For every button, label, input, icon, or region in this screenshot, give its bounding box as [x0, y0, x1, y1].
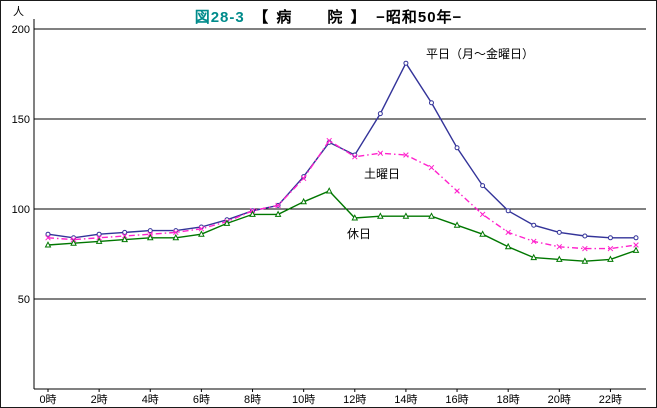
- series-marker-2: [121, 235, 129, 243]
- x-tick-label: 18時: [497, 393, 520, 406]
- series-marker-2: [70, 239, 77, 246]
- series-marker-1: [454, 188, 460, 194]
- series-line-0: [47, 61, 636, 239]
- series-marker-2: [555, 255, 563, 262]
- x-tick-label: 14時: [394, 393, 417, 406]
- series-marker-1: [275, 202, 281, 209]
- series-marker-1: [505, 229, 511, 236]
- chart-title: 図28-3 【 病 院 】 −昭和50年−: [1, 6, 656, 27]
- series-marker-2: [453, 221, 461, 228]
- series-marker-1: [403, 152, 409, 158]
- series-marker-2: [325, 187, 333, 194]
- series-marker-2: [249, 210, 256, 217]
- series-marker-1: [582, 245, 588, 252]
- series-marker-0: [531, 222, 537, 228]
- series-marker-1: [300, 175, 307, 182]
- series-marker-1: [479, 211, 486, 218]
- x-tick-label: 16時: [445, 393, 468, 406]
- series-label-saturday: 土曜日: [364, 167, 401, 181]
- series-marker-2: [146, 233, 154, 241]
- y-tick-label: 100: [12, 204, 30, 216]
- x-tick-label: 6時: [193, 393, 210, 406]
- chart-title-number: 図28-3: [194, 9, 245, 26]
- series-marker-0: [45, 231, 51, 237]
- series-marker-0: [633, 235, 639, 241]
- y-tick-label: 150: [12, 114, 30, 126]
- x-tick-label: 10時: [292, 393, 315, 406]
- series-line-2: [47, 190, 637, 262]
- series-marker-0: [403, 60, 409, 66]
- series-marker-1: [352, 154, 358, 160]
- x-tick-label: 2時: [91, 393, 108, 406]
- series-marker-2: [607, 255, 614, 262]
- series-marker-2: [428, 212, 435, 219]
- series-label-weekday: 平日（月～金曜日）: [426, 47, 535, 61]
- series-marker-2: [223, 219, 231, 226]
- series-marker-2: [632, 246, 640, 253]
- series-marker-0: [147, 228, 153, 234]
- x-tick-label: 8時: [244, 393, 261, 406]
- series-marker-0: [96, 231, 102, 237]
- series-marker-0: [480, 183, 486, 189]
- series-marker-0: [454, 145, 460, 151]
- chart-title-era: −昭和50年−: [376, 9, 463, 26]
- series-marker-1: [198, 226, 205, 232]
- series-marker-1: [633, 242, 639, 248]
- series-marker-2: [402, 212, 410, 219]
- series-marker-2: [198, 230, 205, 237]
- x-tick-label: 12時: [343, 393, 366, 406]
- series-marker-2: [95, 237, 103, 244]
- series-marker-1: [428, 164, 435, 171]
- series-marker-2: [172, 233, 180, 241]
- series-marker-0: [428, 100, 434, 106]
- series-marker-2: [479, 230, 486, 237]
- series-marker-2: [504, 242, 512, 250]
- chart-title-main: 【 病 院 】: [260, 9, 361, 26]
- series-marker-0: [582, 233, 588, 239]
- series-marker-1: [45, 235, 51, 241]
- series-line-1: [47, 139, 637, 250]
- series-marker-0: [556, 229, 562, 235]
- series-marker-1: [607, 245, 614, 252]
- series-marker-2: [300, 197, 307, 205]
- series-marker-2: [530, 253, 538, 261]
- series-marker-0: [377, 111, 383, 117]
- x-tick-label: 4時: [142, 393, 159, 406]
- y-tick-label: 50: [18, 294, 30, 306]
- series-marker-2: [351, 214, 359, 221]
- series-marker-1: [377, 150, 384, 156]
- series-label-holiday: 休日: [347, 227, 372, 241]
- series-marker-0: [122, 229, 128, 235]
- x-tick-label: 22時: [599, 393, 622, 406]
- series-marker-2: [44, 241, 52, 248]
- x-tick-label: 0時: [39, 393, 56, 406]
- series-marker-2: [377, 212, 384, 219]
- series-marker-0: [607, 235, 613, 241]
- y-axis-label: 人: [13, 6, 24, 18]
- series-marker-2: [581, 257, 589, 264]
- series-marker-1: [173, 229, 179, 236]
- y-tick-label: 200: [12, 24, 30, 36]
- series-marker-1: [556, 244, 563, 250]
- series-marker-2: [274, 210, 282, 217]
- series-marker-1: [326, 137, 332, 144]
- x-tick-label: 20時: [548, 393, 571, 406]
- series-marker-1: [530, 238, 537, 245]
- series-marker-0: [505, 208, 511, 214]
